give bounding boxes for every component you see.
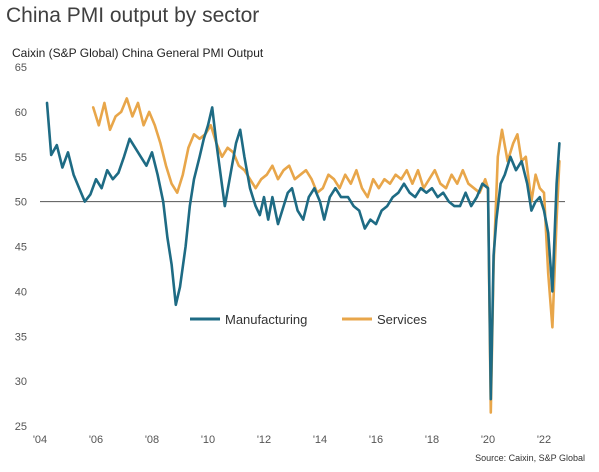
x-tick-label: '20 bbox=[481, 434, 495, 446]
x-tick-label: '22 bbox=[537, 434, 551, 446]
x-tick-label: '18 bbox=[425, 434, 439, 446]
y-tick-label: 55 bbox=[15, 152, 27, 164]
x-tick-label: '08 bbox=[145, 434, 159, 446]
y-tick-label: 65 bbox=[15, 62, 27, 74]
legend-label-manufacturing: Manufacturing bbox=[225, 312, 307, 327]
series-group bbox=[45, 97, 561, 414]
chart-subtitle: Caixin (S&P Global) China General PMI Ou… bbox=[12, 46, 264, 60]
y-axis: 25 30 35 40 45 50 55 60 65 bbox=[15, 62, 27, 433]
y-tick-label: 50 bbox=[15, 197, 27, 209]
y-tick-label: 35 bbox=[15, 331, 27, 343]
source-note: Source: Caixin, S&P Global bbox=[475, 453, 585, 463]
x-tick-label: '16 bbox=[369, 434, 383, 446]
x-tick-label: '06 bbox=[89, 434, 103, 446]
y-tick-label: 45 bbox=[15, 242, 27, 254]
x-tick-label: '10 bbox=[201, 434, 215, 446]
x-tick-label: '04 bbox=[33, 434, 47, 446]
x-tick-label: '14 bbox=[313, 434, 327, 446]
legend: Manufacturing Services bbox=[190, 312, 427, 327]
x-tick-label: '12 bbox=[257, 434, 271, 446]
y-tick-label: 40 bbox=[15, 286, 27, 298]
x-axis: '04 '06 '08 '10 '12 '14 '16 '18 '20 '22 bbox=[33, 434, 551, 446]
y-tick-label: 30 bbox=[15, 376, 27, 388]
y-tick-label: 25 bbox=[15, 421, 27, 433]
series-line-manufacturing bbox=[45, 101, 561, 401]
y-tick-label: 60 bbox=[15, 107, 27, 119]
legend-label-services: Services bbox=[377, 312, 427, 327]
chart-title: China PMI output by sector bbox=[6, 4, 260, 27]
